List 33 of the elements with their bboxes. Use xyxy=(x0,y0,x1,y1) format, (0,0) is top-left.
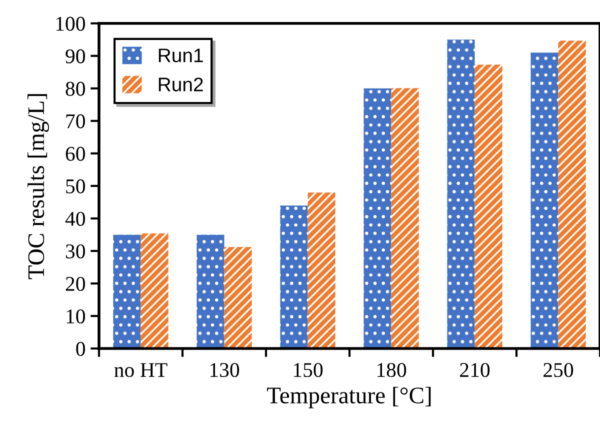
y-tick-label: 20 xyxy=(66,276,86,291)
bar xyxy=(364,88,392,348)
y-tick-label: 100 xyxy=(56,16,86,31)
legend-label: Run2 xyxy=(158,78,203,92)
y-tick-label: 90 xyxy=(66,49,86,64)
bar xyxy=(308,192,336,348)
y-tick-label: 80 xyxy=(66,82,86,96)
y-tick-label: 0 xyxy=(76,342,86,356)
bar xyxy=(447,40,475,348)
x-tick-label: 130 xyxy=(210,362,240,378)
y-tick-label: 60 xyxy=(66,146,86,161)
bar xyxy=(140,233,168,348)
x-axis-title: Temperature [°C] xyxy=(267,386,431,408)
y-axis-title: TOC results [mg/L] xyxy=(28,94,49,280)
bar xyxy=(474,64,502,348)
y-tick-label: 50 xyxy=(66,179,86,194)
x-tick-label: 150 xyxy=(294,362,323,378)
bar xyxy=(224,247,252,348)
x-tick-label: 180 xyxy=(377,362,406,378)
bar xyxy=(530,52,558,348)
x-tick-label: 210 xyxy=(460,362,490,378)
y-tick-label: 70 xyxy=(66,114,86,128)
bar xyxy=(113,234,141,348)
bar xyxy=(558,40,586,348)
x-tick-label: 250 xyxy=(544,362,574,378)
bar xyxy=(391,88,419,348)
y-tick-label: 40 xyxy=(65,212,86,226)
legend-label: Run1 xyxy=(158,48,203,62)
y-tick-label: 30 xyxy=(66,244,86,258)
x-tick-label: no HT xyxy=(114,363,168,378)
bar xyxy=(280,205,308,348)
y-tick-label: 10 xyxy=(66,309,86,324)
bar xyxy=(196,234,224,348)
